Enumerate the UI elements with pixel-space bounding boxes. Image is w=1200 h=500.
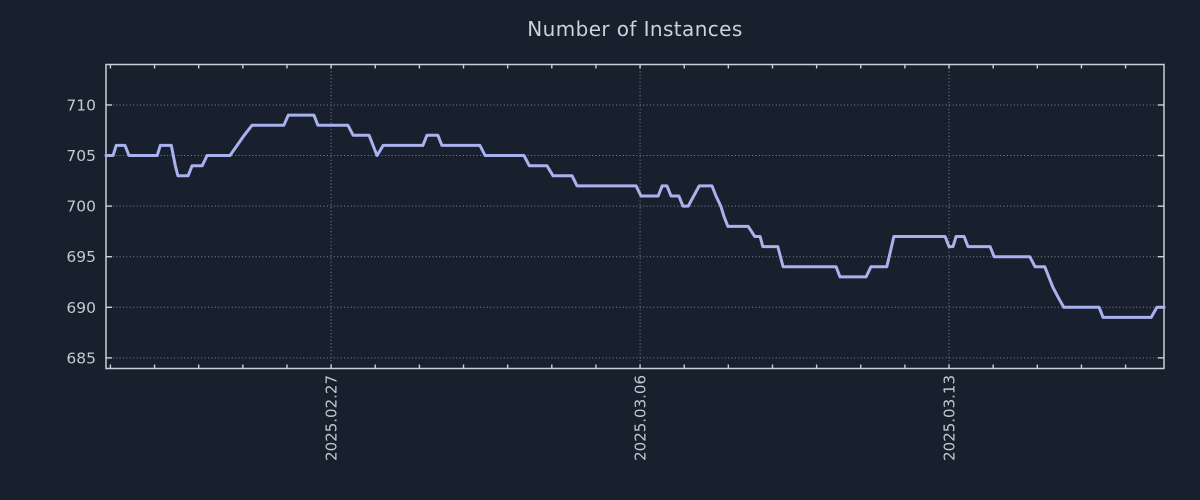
x-tick-label: 2025.02.27 <box>323 375 341 461</box>
y-tick-label: 710 <box>66 96 96 114</box>
y-tick-label: 685 <box>66 349 96 367</box>
y-tick-labels: 685 690 695 700 705 710 <box>66 96 96 367</box>
y-tick-label: 700 <box>66 198 96 216</box>
y-tick-label: 690 <box>66 299 96 317</box>
y-tick-label: 695 <box>66 248 96 266</box>
tick-marks <box>106 64 1164 369</box>
x-tick-labels: 2025.02.27 2025.03.06 2025.03.13 <box>323 375 959 461</box>
plot-border <box>105 63 1165 370</box>
x-tick-label: 2025.03.13 <box>941 375 959 461</box>
chart-title: Number of Instances <box>527 17 743 41</box>
chart-line <box>104 113 1166 319</box>
y-tick-label: 705 <box>66 147 96 165</box>
x-tick-label: 2025.03.06 <box>632 375 650 461</box>
gridlines <box>106 64 1164 369</box>
